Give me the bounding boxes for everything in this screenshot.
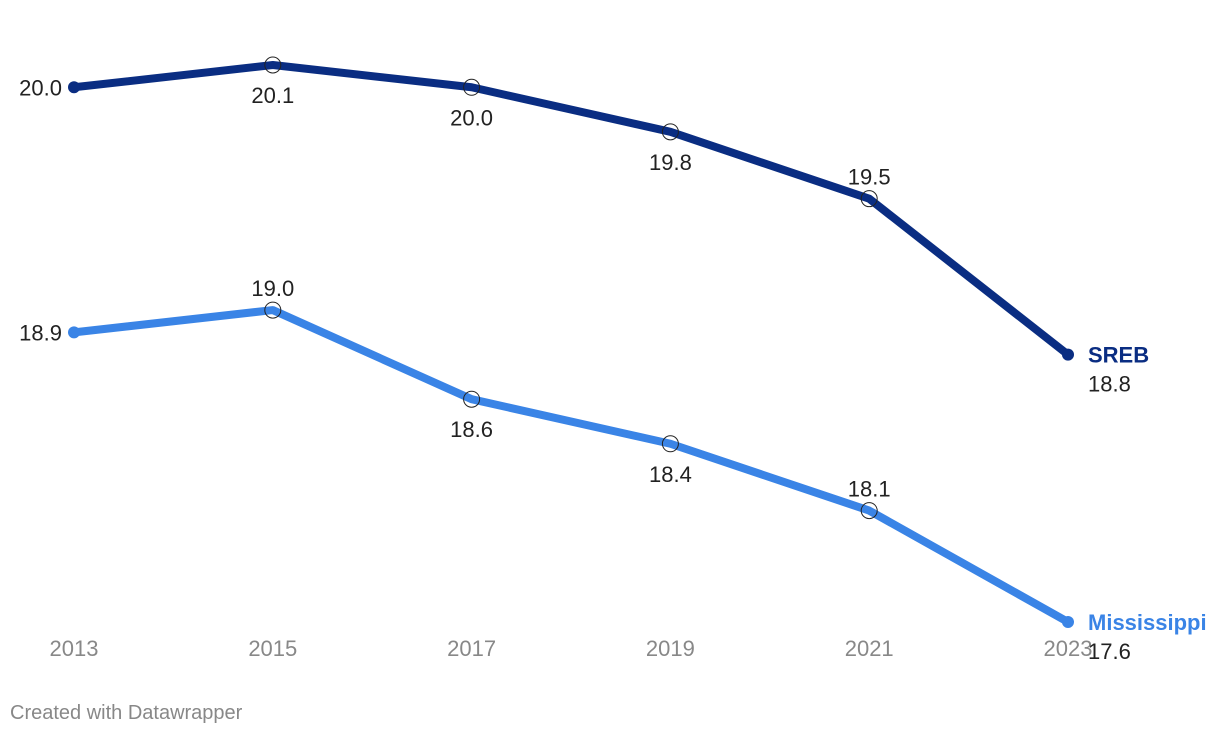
- data-point-end: [1062, 348, 1074, 361]
- data-label: 20.1: [251, 83, 294, 108]
- data-label: 19.0: [251, 276, 294, 301]
- data-label: 19.5: [848, 165, 891, 190]
- x-tick-label: 2017: [447, 636, 496, 661]
- data-point: [661, 123, 679, 141]
- x-tick-label: 2019: [646, 636, 695, 661]
- data-point: [860, 190, 878, 208]
- data-point: [661, 435, 679, 453]
- data-label: 18.9: [19, 320, 62, 345]
- data-point: [264, 301, 282, 319]
- data-point-end: [68, 81, 80, 94]
- data-label: 20.0: [19, 75, 62, 100]
- series-label: SREB: [1088, 343, 1149, 368]
- footer-credit: Created with Datawrapper: [10, 702, 243, 724]
- data-label: 18.1: [848, 477, 891, 502]
- data-point-end: [1062, 616, 1074, 628]
- data-label: 18.8: [1088, 372, 1131, 397]
- x-tick-label: 2021: [845, 636, 894, 661]
- data-label: 18.6: [450, 417, 493, 442]
- data-point: [264, 56, 282, 74]
- data-label: 20.0: [450, 105, 493, 130]
- data-point: [463, 390, 481, 408]
- data-label: 18.4: [649, 462, 692, 487]
- data-point-end: [68, 326, 80, 339]
- data-label: 17.6: [1088, 639, 1131, 664]
- data-point: [463, 78, 481, 96]
- data-label: 19.8: [649, 150, 692, 175]
- series-label: Mississippi: [1088, 610, 1207, 635]
- x-tick-label: 2015: [248, 636, 297, 661]
- series-line-sreb: [70, 61, 1072, 359]
- data-point: [860, 502, 878, 520]
- series-line-mississippi: [70, 306, 1072, 626]
- x-tick-label: 2013: [50, 636, 99, 661]
- x-tick-label: 2023: [1044, 636, 1093, 661]
